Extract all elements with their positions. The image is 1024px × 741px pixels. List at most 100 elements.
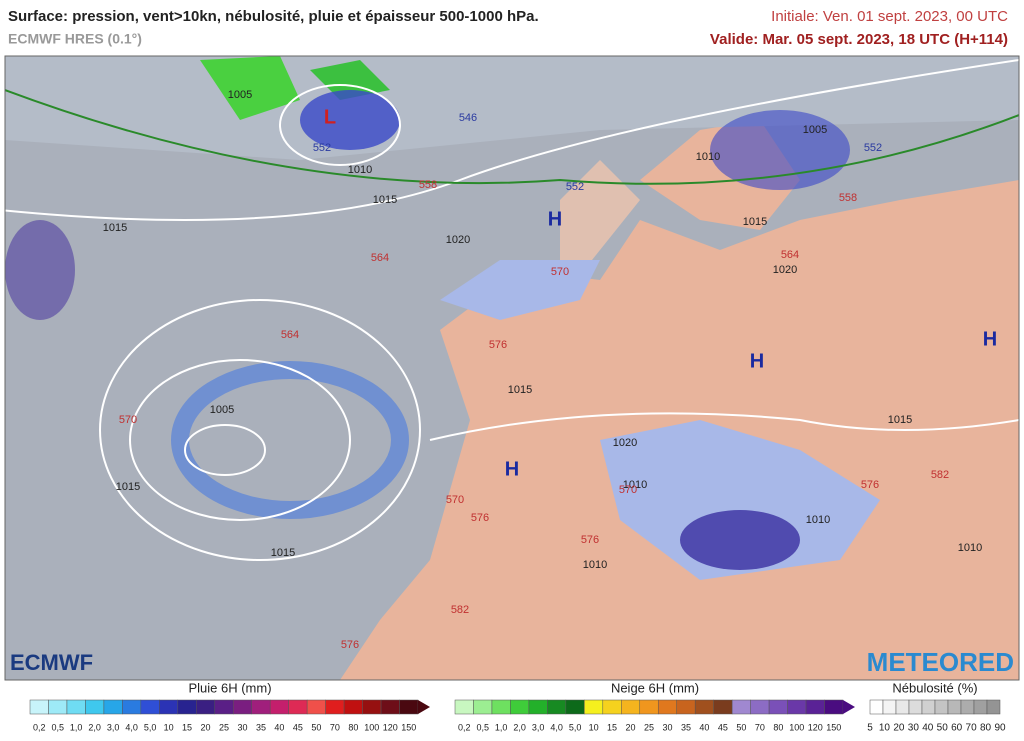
isobar-label: 1010 bbox=[696, 151, 720, 163]
legend-tick-label: 3,0 bbox=[107, 722, 120, 732]
legend-tick-label: 150 bbox=[826, 722, 841, 732]
isobar-label: 1015 bbox=[373, 194, 397, 206]
legend-swatch bbox=[214, 699, 234, 715]
legend-swatch bbox=[787, 699, 807, 715]
legend-swatch bbox=[621, 699, 641, 715]
pressure-center: H bbox=[983, 328, 997, 350]
legend-swatch bbox=[399, 699, 419, 715]
isobar-label: 1020 bbox=[613, 437, 637, 449]
isobar-label: 1015 bbox=[888, 414, 912, 426]
legend-arrow bbox=[843, 700, 855, 714]
legend-tick-label: 35 bbox=[681, 722, 691, 732]
thickness-label: 564 bbox=[371, 252, 389, 264]
isobar-label: 1010 bbox=[348, 164, 372, 176]
thickness-label: 558 bbox=[839, 192, 857, 204]
thickness-label: 576 bbox=[489, 339, 507, 351]
legend-tick-label: 90 bbox=[994, 723, 1006, 734]
legend-swatch bbox=[48, 699, 68, 715]
thickness-label: 564 bbox=[281, 329, 299, 341]
isobar-label: 1015 bbox=[743, 216, 767, 228]
legend-swatch bbox=[232, 699, 252, 715]
legend-title: Nébulosité (%) bbox=[892, 680, 977, 695]
thickness-label: 576 bbox=[861, 479, 879, 491]
legend-swatch bbox=[602, 699, 622, 715]
legend-tick-label: 2,0 bbox=[513, 722, 526, 732]
legend-tick-label: 45 bbox=[718, 722, 728, 732]
isobar-label: 1010 bbox=[958, 542, 982, 554]
isobar-label: 1020 bbox=[773, 264, 797, 276]
legend-tick-label: 1,0 bbox=[70, 722, 83, 732]
legend-tick-label: 5,0 bbox=[569, 722, 582, 732]
legend-tick-label: 10 bbox=[879, 723, 891, 734]
legend-tick-label: 40 bbox=[922, 723, 934, 734]
thickness-label: 582 bbox=[451, 604, 469, 616]
legend-tick-label: 150 bbox=[401, 722, 416, 732]
legend-tick-label: 25 bbox=[219, 722, 229, 732]
legend-tick-label: 0,2 bbox=[33, 722, 46, 732]
legend-tick-label: 50 bbox=[311, 722, 321, 732]
legend-swatch bbox=[140, 699, 160, 715]
legend-tick-label: 20 bbox=[893, 723, 905, 734]
isobar-label: 1010 bbox=[806, 514, 830, 526]
legend-tick-label: 80 bbox=[773, 722, 783, 732]
thickness-label: 582 bbox=[931, 469, 949, 481]
thickness-label: 576 bbox=[581, 534, 599, 546]
legend-tick-label: 100 bbox=[789, 722, 804, 732]
legend-swatch bbox=[251, 699, 271, 715]
thickness-label: 558 bbox=[419, 179, 437, 191]
legend-title: Neige 6H (mm) bbox=[611, 680, 699, 695]
pressure-center: L bbox=[324, 106, 336, 128]
legend-swatch bbox=[934, 699, 949, 715]
legend-tick-label: 2,0 bbox=[88, 722, 101, 732]
legend-tick-label: 3,0 bbox=[532, 722, 545, 732]
legend-swatch bbox=[947, 699, 962, 715]
pressure-center: H bbox=[750, 350, 764, 372]
legend-tick-label: 50 bbox=[937, 723, 949, 734]
legend-tick-label: 0,2 bbox=[458, 722, 471, 732]
legend-tick-label: 120 bbox=[808, 722, 823, 732]
legend-tick-label: 80 bbox=[980, 723, 992, 734]
isobar-label: 1015 bbox=[116, 481, 140, 493]
legend-tick-label: 0,5 bbox=[476, 722, 489, 732]
isobar-label: 1015 bbox=[508, 384, 532, 396]
legend-tick-label: 70 bbox=[966, 723, 978, 734]
ecmwf-logo: ECMWF bbox=[10, 650, 93, 675]
legend-tick-label: 5 bbox=[867, 723, 873, 734]
isobar-label: 1010 bbox=[623, 479, 647, 491]
legend-swatch bbox=[473, 699, 493, 715]
legend-swatch bbox=[325, 699, 345, 715]
legend-swatch bbox=[29, 699, 49, 715]
legend-swatch bbox=[973, 699, 988, 715]
legend-swatch bbox=[380, 699, 400, 715]
legend-swatch bbox=[306, 699, 326, 715]
legend-title: Pluie 6H (mm) bbox=[188, 680, 271, 695]
legend-swatch bbox=[908, 699, 923, 715]
legend-swatch bbox=[895, 699, 910, 715]
thickness-label: 564 bbox=[781, 249, 799, 261]
legend-tick-label: 100 bbox=[364, 722, 379, 732]
meteored-logo: METEORED bbox=[867, 647, 1014, 677]
isobar-label: 1005 bbox=[803, 124, 827, 136]
legend-swatch bbox=[454, 699, 474, 715]
model: ECMWF HRES (0.1°) bbox=[8, 31, 142, 47]
legend-tick-label: 40 bbox=[699, 722, 709, 732]
legend-tick-label: 4,0 bbox=[550, 722, 563, 732]
legend-swatch bbox=[639, 699, 659, 715]
legend-tick-label: 4,0 bbox=[125, 722, 138, 732]
legend-tick-label: 10 bbox=[589, 722, 599, 732]
legend-tick-label: 10 bbox=[164, 722, 174, 732]
legend-swatch bbox=[122, 699, 142, 715]
thickness-label: 570 bbox=[119, 414, 137, 426]
legend-tick-label: 35 bbox=[256, 722, 266, 732]
isobar-label: 1015 bbox=[103, 222, 127, 234]
thickness-label: 570 bbox=[619, 484, 637, 496]
legend-swatch bbox=[882, 699, 897, 715]
legend-tick-label: 120 bbox=[383, 722, 398, 732]
legend-swatch bbox=[177, 699, 197, 715]
thickness-label: 570 bbox=[446, 494, 464, 506]
thickness-label: 552 bbox=[864, 142, 882, 154]
thickness-label: 576 bbox=[471, 512, 489, 524]
legend-swatch bbox=[269, 699, 289, 715]
